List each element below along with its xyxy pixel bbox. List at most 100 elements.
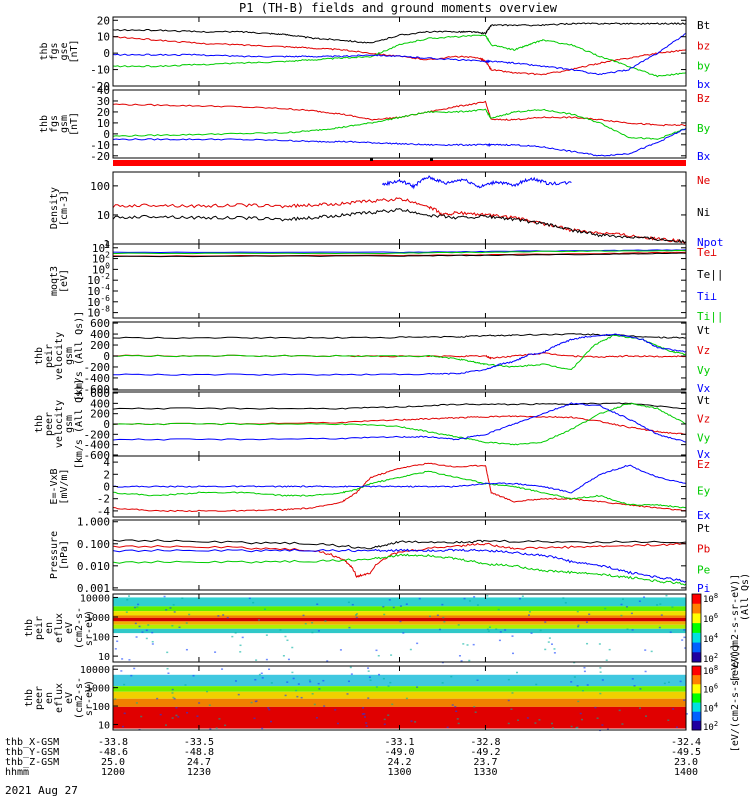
heatmap-speckle: [375, 649, 378, 652]
heatmap-speckle: [409, 648, 412, 651]
heatmap-speckle: [185, 622, 188, 624]
heatmap-speckle: [399, 620, 402, 623]
heatmap-speckle: [363, 716, 366, 718]
y-tick-label: 0.010: [77, 560, 110, 573]
heatmap-speckle: [304, 622, 307, 625]
heatmap-speckle: [599, 692, 602, 695]
series-vx: [113, 333, 687, 376]
heatmap-speckle: [633, 685, 636, 687]
heatmap-speckle: [538, 719, 541, 721]
heatmap-speckle: [284, 635, 287, 638]
heatmap-speckle: [585, 621, 588, 623]
heatmap-speckle: [658, 626, 661, 629]
series-pt: [112, 539, 687, 550]
heatmap-speckle: [405, 697, 408, 700]
heatmap-speckle: [239, 644, 242, 647]
y-tick-label: 10: [97, 31, 110, 44]
heatmap-speckle: [302, 614, 305, 617]
heatmap-speckle: [659, 603, 662, 605]
heatmap-band: [113, 617, 686, 622]
legend-vt: Vt: [697, 394, 710, 407]
heatmap-speckle: [250, 701, 253, 704]
panel-1: 20 10 0 -10 -20 thbfgsgse[nT] Bt bz by bx: [39, 14, 711, 93]
heatmap-speckle: [599, 667, 602, 669]
heatmap-speckle: [462, 643, 465, 645]
heatmap-speckle: [631, 629, 634, 631]
heatmap-speckle: [551, 722, 554, 725]
series-by: [112, 108, 687, 140]
heatmap-speckle: [122, 725, 125, 728]
heatmap-speckle: [605, 659, 608, 661]
legend-ni: Ni: [697, 206, 710, 219]
colorbar-segment: [692, 642, 701, 653]
heatmap-speckle: [644, 649, 647, 651]
heatmap-speckle: [311, 621, 314, 624]
heatmap-band: [113, 686, 686, 692]
heatmap-speckle: [130, 674, 133, 677]
heatmap-speckle: [145, 629, 148, 632]
legend-vz: Vz: [697, 413, 710, 426]
heatmap-speckle: [468, 600, 471, 602]
y-tick-label: 0: [103, 418, 110, 431]
heatmap-speckle: [135, 702, 138, 704]
heatmap-speckle: [486, 628, 489, 631]
heatmap-speckle: [367, 697, 370, 699]
heatmap-speckle: [507, 722, 510, 725]
panels: 20100-10-20thbfgsgse[nT]Btbzbybx40302010…: [24, 14, 750, 752]
heatmap-speckle: [184, 684, 187, 686]
heatmap-speckle: [405, 603, 408, 605]
heatmap-speckle: [576, 685, 579, 687]
heatmap-speckle: [468, 659, 471, 662]
heatmap-speckle: [260, 672, 263, 675]
heatmap-speckle: [347, 680, 350, 683]
heatmap-speckle: [287, 658, 290, 661]
heatmap-speckle: [402, 632, 405, 634]
heatmap-speckle: [451, 704, 454, 706]
heatmap-speckle: [681, 639, 684, 641]
ephemeris-value: -32.8: [470, 737, 500, 748]
heatmap-speckle: [507, 678, 510, 681]
heatmap-speckle: [365, 722, 368, 724]
y-axis-label: thbpeirenefluxeV(cm2-s-sr-eV): [24, 607, 95, 649]
heatmap-speckle: [639, 688, 642, 690]
series-ti: [112, 249, 687, 254]
heatmap-speckle: [318, 688, 321, 690]
colorbar-segment: [692, 632, 701, 644]
heatmap-speckle: [265, 658, 268, 661]
heatmap-speckle: [188, 613, 191, 616]
heatmap-speckle: [263, 608, 266, 610]
heatmap-speckle: [669, 631, 672, 633]
y-tick-label: 40: [97, 84, 110, 97]
heatmap-speckle: [354, 614, 357, 616]
legend-bt: Bt: [697, 19, 710, 32]
heatmap-speckle: [388, 599, 391, 601]
heatmap-speckle: [663, 682, 666, 685]
heatmap-speckle: [173, 697, 176, 700]
y-tick-label: 200: [90, 408, 110, 421]
heatmap-speckle: [173, 611, 176, 613]
heatmap-speckle: [389, 681, 392, 684]
heatmap-speckle: [498, 639, 501, 642]
series-pe: [112, 553, 687, 586]
heatmap-speckle: [151, 631, 154, 634]
heatmap-speckle: [326, 660, 329, 662]
colorbar-segment: [692, 666, 701, 676]
heatmap-speckle: [458, 655, 461, 657]
heatmap-speckle: [539, 629, 542, 632]
heatmap-speckle: [643, 596, 646, 598]
y-axis-label: moqt3[eV]: [49, 266, 70, 296]
heatmap-speckle: [261, 727, 264, 730]
heatmap-speckle: [382, 605, 385, 608]
colorbar-segment: [692, 711, 701, 722]
heatmap-speckle: [208, 704, 211, 706]
heatmap-speckle: [169, 607, 172, 609]
series-tpar: [112, 249, 687, 255]
heatmap-speckle: [526, 717, 529, 719]
heatmap-speckle: [351, 603, 354, 606]
heatmap-speckle: [171, 624, 174, 627]
ephemeris-label: hhmm: [5, 767, 29, 778]
heatmap-speckle: [346, 693, 349, 695]
ephemeris-value: 24.7: [187, 757, 211, 768]
heatmap-speckle: [399, 605, 402, 607]
heatmap-speckle: [165, 609, 168, 611]
